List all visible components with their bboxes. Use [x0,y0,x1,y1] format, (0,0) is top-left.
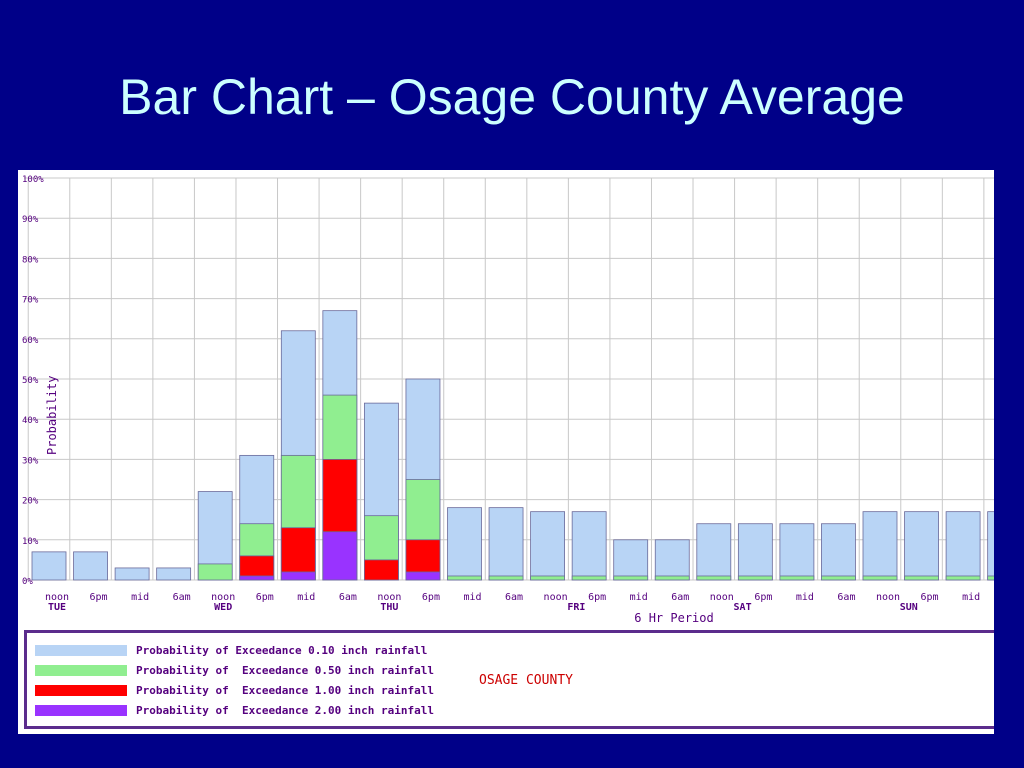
x-tick-label: noon [45,592,69,603]
x-tick-label: noon [377,592,401,603]
legend-label: Probability of Exceedance 0.50 inch rain… [136,664,435,677]
bar [31,551,67,581]
bar [945,511,981,581]
bar [447,507,482,581]
bar [488,575,524,581]
bar [862,575,898,581]
bar [571,511,607,581]
y-tick-label: 70% [22,296,39,306]
bar [654,575,690,581]
bar [488,507,524,581]
x-tick-label: 6am [837,592,855,603]
bar [114,567,150,581]
x-tick-label: 6pm [921,592,939,603]
x-tick-label: 6am [339,592,357,603]
bar [821,575,856,581]
grid-lines [24,177,994,581]
bar [613,575,649,581]
bar [654,539,690,581]
bar [696,575,732,581]
bar [530,511,565,581]
bars [31,310,994,581]
bar [405,571,441,581]
legend-label: Probability of Exceedance 2.00 inch rain… [136,704,435,717]
y-tick-label: 20% [22,497,39,507]
bar [530,575,565,581]
y-tick-label: 80% [22,255,39,265]
legend-label: Probability of Exceedance 1.00 inch rain… [136,684,435,697]
x-tick-label: 6pm [256,592,274,603]
bar [73,551,108,581]
y-tick-label: 50% [22,376,39,386]
x-tick-label: mid [131,592,149,603]
day-label: SAT [734,602,752,613]
bar [821,523,856,581]
bar [904,575,939,581]
bar [280,527,316,581]
legend-swatch [35,705,127,716]
x-tick-label: 6am [671,592,689,603]
x-tick-label: 6pm [754,592,772,603]
bar [945,575,981,581]
bar [987,511,994,581]
axes: 0% 10% 20% 30% 40% 50% 60% 70% 80% 90% 100% noon 6pm… [22,175,980,613]
x-tick-label: mid [630,592,648,603]
county-label: OSAGE COUNTY [479,673,573,688]
x-tick-label: noon [544,592,568,603]
y-tick-label: 90% [22,215,39,225]
x-tick-label: 6pm [588,592,606,603]
bar [862,511,898,581]
bar [737,575,773,581]
y-tick-label: 0% [22,577,33,587]
legend-label: Probability of Exceedance 0.10 inch rain… [136,644,428,657]
bar [571,575,607,581]
x-tick-label: mid [796,592,814,603]
x-tick-label: 6pm [90,592,108,603]
legend-swatch [35,645,127,656]
day-label: TUE [48,602,66,613]
bar [696,523,732,581]
y-tick-label: 30% [22,456,39,466]
x-tick-label: noon [876,592,900,603]
y-tick-label: 100% [22,175,44,185]
x-tick-label: 6pm [422,592,440,603]
bar [156,567,192,581]
legend: Probability of Exceedance 0.10 inch rain… [24,630,994,729]
legend-swatch [35,685,127,696]
bar [904,511,939,581]
x-tick-label: 6am [505,592,523,603]
day-label: FRI [567,602,585,613]
x-tick-label: mid [962,592,980,603]
bar [197,563,233,581]
bar [613,539,649,581]
y-tick-label: 10% [22,537,39,547]
x-tick-label: mid [463,592,481,603]
bar [779,523,815,581]
bar [987,575,994,581]
day-label: THU [380,602,398,613]
bar-chart: 0% 10% 20% 30% 40% 50% 60% 70% 80% 90% 100% noon 6pm… [22,175,994,625]
x-tick-label: noon [211,592,235,603]
bar [239,575,275,581]
y-tick-label: 60% [22,336,39,346]
bar [363,559,399,581]
y-axis-label: Probability [45,376,59,455]
bar [737,523,773,581]
chart-panel: 0% 10% 20% 30% 40% 50% 60% 70% 80% 90% 100% noon 6pm… [18,170,994,734]
slide-title: Bar Chart – Osage County Average [119,69,905,125]
x-axis-label: 6 Hr Period [634,611,713,625]
day-label: WED [214,602,232,613]
x-tick-label: mid [297,592,315,603]
bar [779,575,815,581]
legend-swatch [35,665,127,676]
bar [447,575,482,581]
y-tick-label: 40% [22,416,39,426]
x-tick-label: noon [710,592,734,603]
bar [280,571,316,581]
x-tick-label: 6am [173,592,191,603]
bar [322,531,358,581]
day-label: SUN [900,602,918,613]
